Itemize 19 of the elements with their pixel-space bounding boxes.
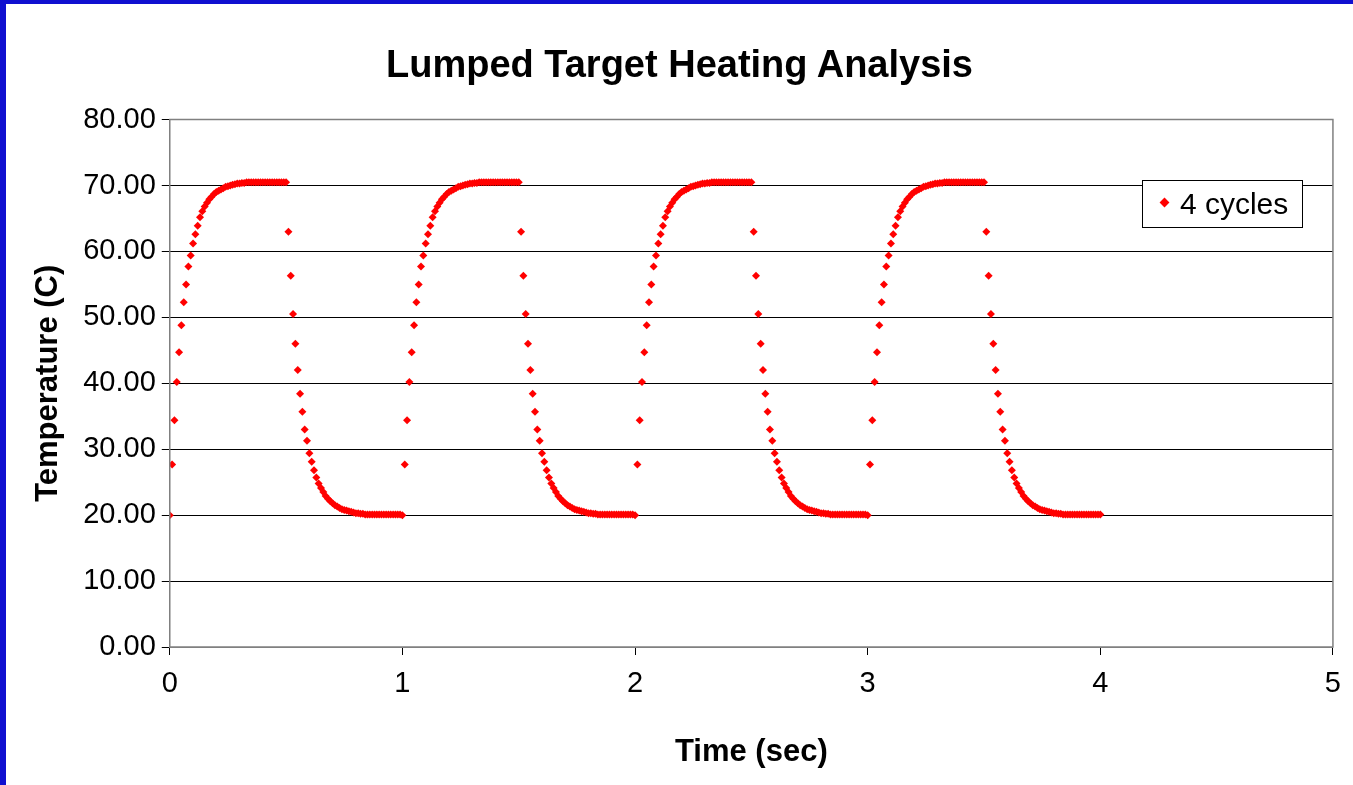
y-tick-label: 10.00	[83, 563, 156, 596]
chart-title: Lumped Target Heating Analysis	[386, 43, 973, 86]
y-tick-label: 60.00	[83, 233, 156, 266]
x-tick-label: 5	[1324, 666, 1342, 699]
x-tick-label: 0	[161, 666, 178, 699]
y-tick-label: 30.00	[83, 431, 156, 464]
y-tick-label: 20.00	[83, 497, 156, 530]
x-tick-label: 2	[626, 666, 644, 699]
y-axis-title: Temperature (C)	[29, 264, 65, 502]
legend-label: 4 cycles	[1179, 186, 1289, 220]
x-tick-label: 3	[859, 666, 876, 699]
y-tick-label: 40.00	[83, 365, 156, 398]
y-tick-label: 50.00	[83, 299, 156, 332]
x-tick-label: 1	[394, 666, 411, 699]
y-tick-label: 70.00	[83, 167, 156, 200]
y-tick-label: 80.00	[83, 101, 156, 134]
x-tick-label: 4	[1092, 666, 1109, 699]
x-axis-title: Time (sec)	[674, 732, 828, 768]
y-tick-label: 0.00	[99, 629, 156, 661]
